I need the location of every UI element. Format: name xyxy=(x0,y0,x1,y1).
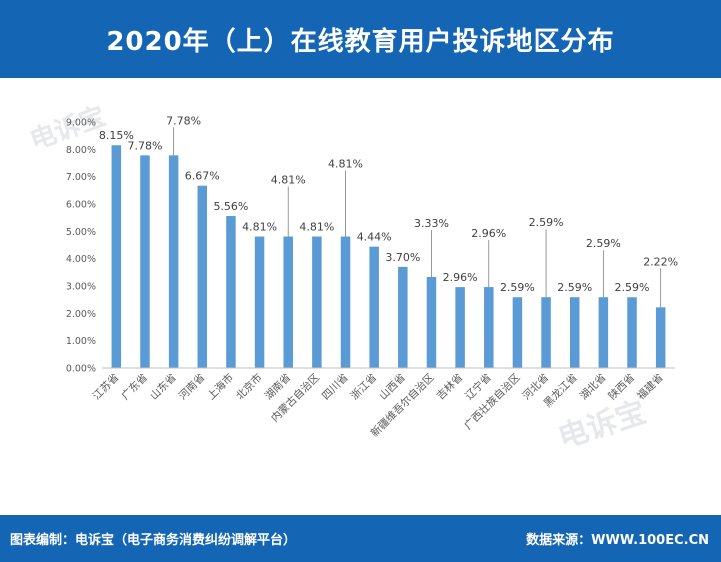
data-label: 2.59% xyxy=(557,281,592,294)
y-tick-label: 9.00% xyxy=(66,118,96,129)
data-label: 3.70% xyxy=(385,251,420,264)
bar xyxy=(283,236,293,368)
data-label: 4.44% xyxy=(357,231,392,244)
data-label: 8.15% xyxy=(99,129,134,142)
bar xyxy=(168,155,179,368)
data-label: 4.81% xyxy=(328,158,363,171)
y-tick-label: 5.00% xyxy=(66,227,96,238)
x-axis: 江苏省广东省山东省河南省上海市北京市湖南省内蒙古自治区四川省浙江省山西省新疆维吾… xyxy=(90,367,675,440)
x-tick-label: 山东省 xyxy=(147,371,178,402)
data-label: 7.78% xyxy=(166,114,201,127)
y-tick-label: 4.00% xyxy=(66,254,96,265)
bar xyxy=(569,297,580,368)
bar xyxy=(111,145,122,368)
y-tick-label: 8.00% xyxy=(66,145,96,156)
x-tick-label: 湖北省 xyxy=(577,371,608,402)
x-tick-label: 吉林省 xyxy=(434,371,465,402)
data-label: 7.78% xyxy=(127,139,162,152)
data-label: 4.81% xyxy=(242,221,277,234)
data-label: 2.22% xyxy=(643,255,678,268)
data-label: 2.59% xyxy=(586,237,621,250)
chart-title: 2020年（上）在线教育用户投诉地区分布 xyxy=(106,26,615,57)
y-tick-label: 6.00% xyxy=(66,200,96,211)
footer-banner: 图表编制：电诉宝（电子商务消费纠纷调解平台） 数据来源：WWW.100EC.CN xyxy=(0,515,721,562)
y-tick-label: 0.00% xyxy=(66,364,96,375)
bar xyxy=(627,297,637,368)
x-tick-label: 北京市 xyxy=(233,371,264,402)
bar xyxy=(541,297,551,368)
footer-source: 数据来源：WWW.100EC.CN xyxy=(526,533,709,548)
footer-credit: 图表编制：电诉宝（电子商务消费纠纷调解平台） xyxy=(10,533,297,548)
y-tick-label: 1.00% xyxy=(66,336,96,347)
data-label: 6.67% xyxy=(185,170,220,183)
bar xyxy=(426,276,437,368)
y-tick-label: 7.00% xyxy=(66,172,96,183)
bar xyxy=(140,155,150,368)
data-label: 2.96% xyxy=(443,271,478,284)
data-label: 5.56% xyxy=(213,200,248,213)
bar xyxy=(312,236,322,368)
data-label: 4.81% xyxy=(299,221,334,234)
bar xyxy=(455,287,465,368)
x-tick-label: 江苏省 xyxy=(90,371,121,402)
x-tick-label: 河南省 xyxy=(176,371,207,402)
bar xyxy=(197,185,208,368)
bar xyxy=(598,297,609,368)
data-labels: 8.15%7.78%7.78%6.67%5.56%4.81%4.81%4.81%… xyxy=(99,114,678,294)
chart-title-banner: 2020年（上）在线教育用户投诉地区分布 xyxy=(0,0,721,78)
data-label: 2.96% xyxy=(471,227,506,240)
bar xyxy=(512,297,523,368)
data-label: 3.33% xyxy=(414,217,449,230)
x-tick-label: 陕西省 xyxy=(606,371,637,402)
x-tick-label: 四川省 xyxy=(319,371,350,402)
bar xyxy=(655,307,666,368)
bar xyxy=(369,246,379,368)
data-label: 2.59% xyxy=(615,281,650,294)
y-axis: 0.00% 1.00% 2.00% 3.00% 4.00% 5.00% 6.00% 7.00%… xyxy=(66,118,96,375)
bars xyxy=(111,145,666,368)
y-tick-label: 3.00% xyxy=(66,282,96,293)
x-tick-label: 浙江省 xyxy=(348,371,379,402)
data-label: 2.59% xyxy=(500,281,535,294)
x-tick-label: 广东省 xyxy=(119,371,150,402)
bar xyxy=(398,266,408,368)
x-tick-label: 上海市 xyxy=(205,371,236,402)
label-leader-lines xyxy=(173,127,662,308)
bar xyxy=(340,236,351,368)
data-label: 4.81% xyxy=(271,174,306,187)
bar-chart: 0.00% 1.00% 2.00% 3.00% 4.00% 5.00% 6.00% 7.00%… xyxy=(66,114,678,440)
x-tick-label: 福建省 xyxy=(634,371,665,402)
y-tick-label: 2.00% xyxy=(66,309,96,320)
bar xyxy=(484,287,494,368)
data-label: 2.59% xyxy=(529,216,564,229)
bar xyxy=(226,216,236,368)
bar xyxy=(254,236,265,368)
